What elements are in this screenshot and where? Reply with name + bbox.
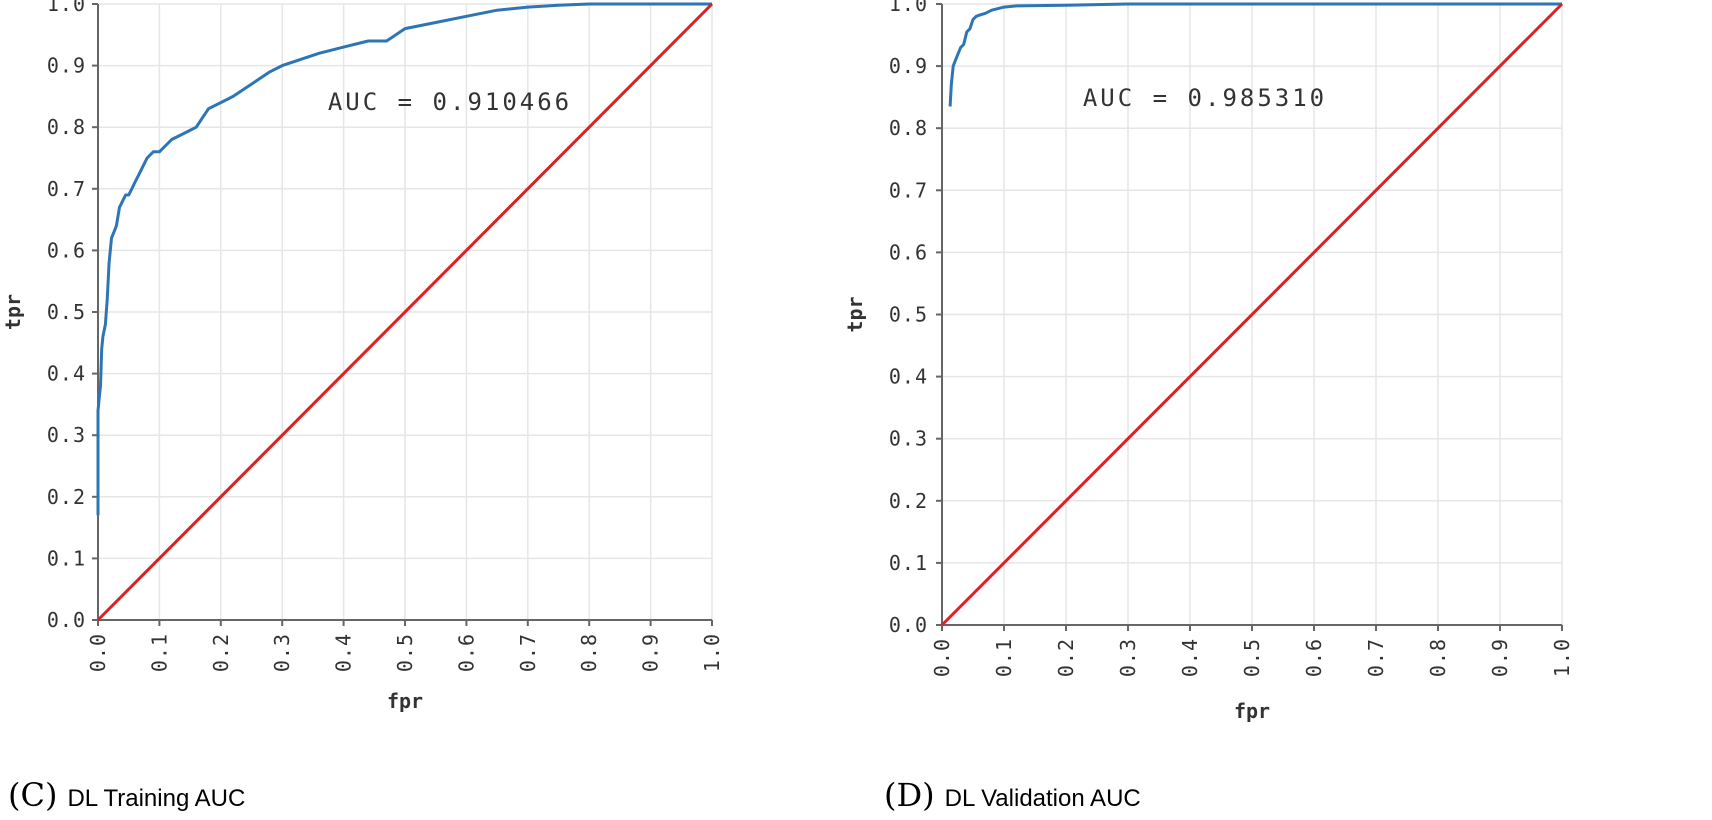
panel-validation-roc: 0.0 0.1 0.2 0.3 0.4 0.5 0.6 0.7 0.8 0.9 1.0 0.0 0.1 0… (843, 0, 1574, 814)
roc-curve-line (948, 2, 1562, 107)
x-axis-title: fpr (1234, 699, 1270, 723)
y-axis-title: tpr (1, 294, 25, 330)
panel-label: (D) (884, 776, 935, 814)
x-tick-label: 0.5 (1240, 638, 1264, 677)
x-tick-label: 1.0 (1550, 638, 1574, 677)
auc-annotation: AUC = 0.985310 (1083, 84, 1327, 112)
y-tick-label: 0.9 (47, 54, 86, 78)
x-tick-label: 0.4 (1178, 638, 1202, 677)
y-tick-label: 0.8 (889, 116, 928, 140)
panel-training-roc: 0.0 0.1 0.2 0.3 0.4 0.5 0.6 0.7 0.8 0.9 1.0 0.0 0.1 0… (1, 0, 724, 814)
panel-label: (C) (8, 776, 57, 814)
x-tick-label: 0.2 (209, 633, 233, 672)
y-tick-label: 0.7 (889, 178, 928, 202)
y-tick-label: 0.2 (889, 489, 928, 513)
y-tick-label: 0.3 (889, 427, 928, 451)
x-tick-label: 0.0 (930, 638, 954, 677)
x-tick-label: 0.8 (577, 633, 601, 672)
y-axis-title: tpr (843, 296, 867, 332)
x-tick-label: 0.2 (1054, 638, 1078, 677)
y-tick-label: 0.6 (889, 240, 928, 264)
x-tick-label: 0.1 (147, 633, 171, 672)
x-tick-label: 0.1 (992, 638, 1016, 677)
x-tick-label: 1.0 (700, 633, 724, 672)
x-axis-title: fpr (387, 689, 423, 713)
x-tick-label: 0.4 (332, 633, 356, 672)
y-tick-label: 0.1 (47, 546, 86, 570)
panel-caption: (C) DL Training AUC (8, 776, 245, 814)
x-tick-label: 0.9 (639, 633, 663, 672)
chance-diagonal-line (940, 2, 1564, 627)
x-tick-label: 0.7 (1364, 638, 1388, 677)
x-tick-label: 0.9 (1488, 638, 1512, 677)
y-tick-label: 0.4 (47, 362, 86, 386)
x-tick-label: 0.8 (1426, 638, 1450, 677)
caption-text: DL Validation AUC (945, 785, 1141, 812)
y-tick-label: 0.4 (889, 365, 928, 389)
x-tick-label: 0.6 (1302, 638, 1326, 677)
y-tick-label: 0.0 (889, 613, 928, 637)
x-tick-label: 0.0 (86, 633, 110, 672)
y-tick-label: 0.7 (47, 177, 86, 201)
x-tick-label: 0.6 (454, 633, 478, 672)
y-tick-label: 0.1 (889, 551, 928, 575)
x-tick-label: 0.3 (270, 633, 294, 672)
roc-curve-line (96, 2, 712, 516)
y-tick-label: 0.8 (47, 115, 86, 139)
chance-diagonal-line (96, 2, 714, 622)
y-tick-label: 0.5 (889, 303, 928, 327)
y-tick-label: 1.0 (889, 0, 928, 16)
y-tick-label: 0.5 (47, 300, 86, 324)
x-tick-label: 0.5 (393, 633, 417, 672)
x-tick-label: 0.7 (516, 633, 540, 672)
y-tick-label: 0.2 (47, 485, 86, 509)
auc-annotation: AUC = 0.910466 (328, 88, 572, 116)
y-tick-label: 0.3 (47, 423, 86, 447)
panel-caption: (D) DL Validation AUC (884, 776, 1141, 814)
y-tick-label: 1.0 (47, 0, 86, 16)
y-tick-label: 0.0 (47, 608, 86, 632)
y-tick-label: 0.9 (889, 54, 928, 78)
caption-text: DL Training AUC (67, 785, 245, 812)
x-tick-label: 0.3 (1116, 638, 1140, 677)
y-tick-label: 0.6 (47, 238, 86, 262)
